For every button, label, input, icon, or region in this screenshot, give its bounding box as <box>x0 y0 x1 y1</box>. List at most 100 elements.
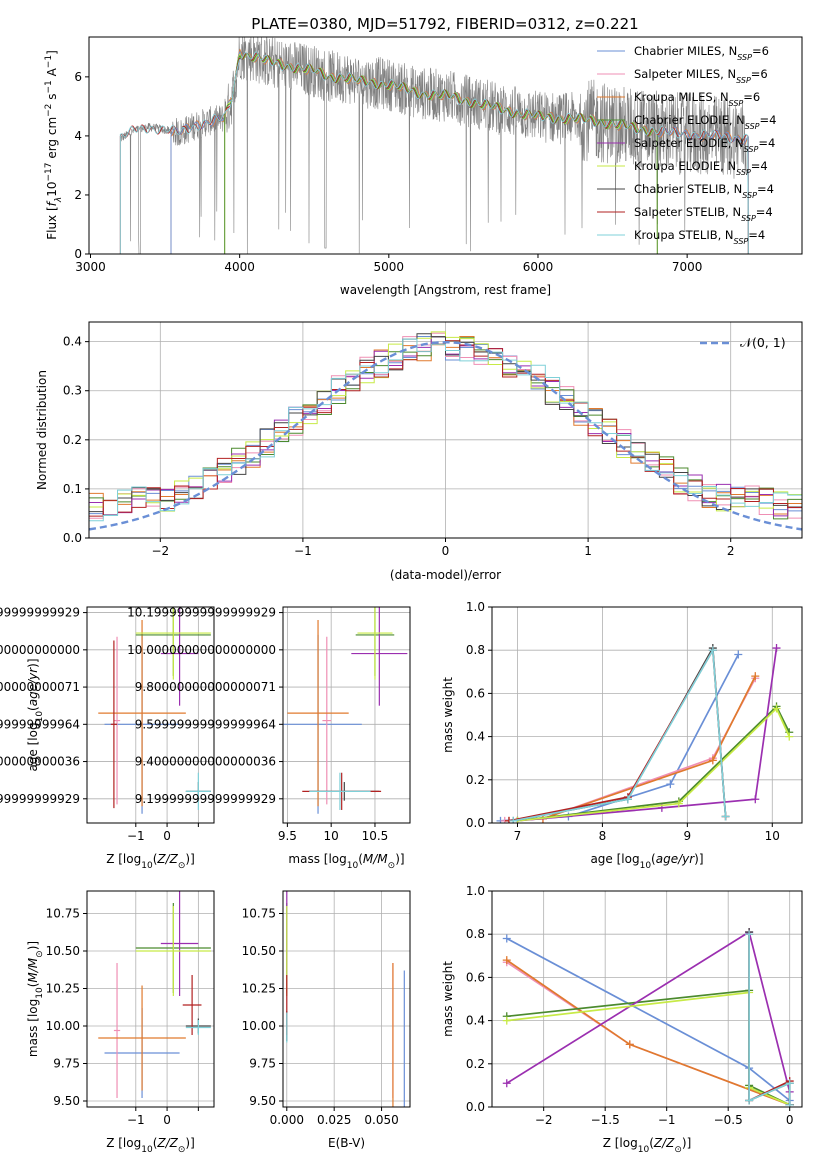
point-marker <box>502 956 511 965</box>
point-marker <box>745 930 754 939</box>
y-tick-label: 1.0 <box>466 600 485 614</box>
axes-spectrum: 3000 4000 5000 6000 7000 0 2 4 6 Flux [fλ10−17 er… <box>44 36 803 297</box>
y-tick-label: 0.0 <box>63 531 82 545</box>
y-tick-label: 0.0 <box>466 1100 485 1114</box>
y-tick-label: 10.00000000000000000 <box>0 643 80 657</box>
weight-series-kroupa_stelib <box>748 934 791 1105</box>
axes-mass_vs_Z: −1 0 9.50 9.75 10.00 10.25 10.50 10.75 mass [log… <box>26 890 215 1155</box>
y-axis-label: mass weight <box>441 961 455 1037</box>
weight-series-salpeter_stelib <box>748 934 791 1105</box>
y-axis-label: mass [log10(M/M⊙)] <box>26 941 45 1057</box>
point-marker <box>625 1040 634 1049</box>
x-tick-label: 0.025 <box>317 1113 351 1127</box>
point-marker <box>772 704 781 713</box>
y-tick-label: 9.50 <box>249 1094 276 1108</box>
y-tick-label: 0.8 <box>466 643 485 657</box>
y-tick-label: 9.59999999999999964 <box>0 717 80 731</box>
axes-weight_vs_Z: −2 −1.5 −1 −0.5 0 0.0 0.2 0.4 0.6 0.8 1.0 mass weig… <box>441 884 803 1155</box>
y-axis-label: age [log10(age/yr)] <box>26 658 45 771</box>
y-tick-label: 10.25 <box>242 982 276 996</box>
legend-label: Kroupa STELIB, NSSP=4 <box>634 228 765 246</box>
point-marker <box>502 934 511 943</box>
x-tick-label: 8 <box>599 829 607 843</box>
figure-title: PLATE=0380, MJD=51792, FIBERID=0312, z=0… <box>251 15 638 33</box>
point-marker <box>751 795 760 804</box>
axes-age_vs_mass: 9.5 10 10.5 9.19999999999999929 9.4000000000… <box>127 606 411 871</box>
x-tick-label: 0 <box>163 829 171 843</box>
x-tick-label: 6000 <box>523 260 554 274</box>
y-tick-label: 6 <box>74 70 82 84</box>
legend-label: Chabrier ELODIE, NSSP=4 <box>634 113 776 131</box>
x-tick-label: 0 <box>163 1113 171 1127</box>
point-marker <box>502 1079 511 1088</box>
x-tick-label: −1 <box>127 829 145 843</box>
y-tick-label: 1.0 <box>466 884 485 898</box>
point-marker <box>734 650 743 659</box>
x-axis-label: mass [log10(M/M⊙)] <box>288 852 404 871</box>
x-tick-label: −1 <box>658 1113 676 1127</box>
model-kroupa-miles <box>170 48 749 254</box>
y-tick-label: 9.80000000000000071 <box>135 680 276 694</box>
x-axis-label: wavelength [Angstrom, rest frame] <box>340 283 551 297</box>
plot-area-age_vs_Z <box>98 607 211 814</box>
x-tick-label: −1.5 <box>591 1113 620 1127</box>
x-tick-label: 10.5 <box>362 829 389 843</box>
y-tick-label: 2 <box>74 188 82 202</box>
axes-frame <box>491 890 803 1108</box>
legend-label: Salpeter MILES, NSSP=6 <box>634 67 768 85</box>
x-axis-label: Z [log10(Z/Z⊙)] <box>603 1136 692 1155</box>
x-tick-label: 2 <box>727 544 735 558</box>
y-tick-label: 4 <box>74 129 82 143</box>
x-tick-label: −1 <box>294 544 312 558</box>
legend-label: Salpeter ELODIE, NSSP=4 <box>634 136 775 154</box>
y-tick-label: 10.00 <box>46 1019 80 1033</box>
axes-frame <box>88 36 803 255</box>
normal-curve <box>89 340 802 531</box>
x-tick-label: −2 <box>151 544 169 558</box>
point-marker <box>751 672 760 681</box>
x-axis-label: E(B-V) <box>328 1136 365 1150</box>
y-tick-label: 9.75 <box>53 1057 80 1071</box>
x-tick-label: 1 <box>584 544 592 558</box>
x-tick-label: 5000 <box>374 260 405 274</box>
y-tick-label: 9.75 <box>249 1057 276 1071</box>
plot-area-weight_vs_age <box>496 644 794 823</box>
y-tick-label: 10.19999999999999929 <box>0 606 80 620</box>
model-chabrier-miles <box>170 50 749 254</box>
y-tick-label: 10.25 <box>46 982 80 996</box>
x-tick-label: 10 <box>765 829 780 843</box>
x-tick-label: −0.5 <box>714 1113 743 1127</box>
weight-series-chabrier_stelib <box>513 645 727 822</box>
point-marker <box>674 799 683 808</box>
y-tick-label: 10.00000000000000000 <box>127 643 276 657</box>
axes-frame <box>282 890 411 1108</box>
point-marker <box>708 646 717 655</box>
y-tick-label: 10.19999999999999929 <box>127 606 276 620</box>
point-marker <box>623 795 632 804</box>
x-tick-label: 10 <box>324 829 339 843</box>
axes-frame <box>86 890 215 1108</box>
plot-area-age_vs_mass <box>283 607 408 814</box>
point-marker <box>502 1016 511 1025</box>
x-tick-label: −1 <box>127 1113 145 1127</box>
point-marker <box>785 732 794 741</box>
point-marker <box>721 812 730 821</box>
x-axis-label: (data-model)/error <box>390 568 501 582</box>
x-tick-label: 3000 <box>75 260 106 274</box>
y-tick-label: 0.4 <box>466 1014 485 1028</box>
point-marker <box>509 816 518 823</box>
weight-series-salpeter_elodie <box>517 647 778 822</box>
point-marker <box>666 780 675 789</box>
y-axis-label: Normed distribution <box>35 370 49 490</box>
x-tick-label: 0.050 <box>364 1113 398 1127</box>
weight-series-kroupa_elodie <box>517 707 791 822</box>
point-marker <box>745 1096 754 1105</box>
y-tick-label: 0.2 <box>63 433 82 447</box>
y-tick-label: 9.59999999999999964 <box>135 717 276 731</box>
y-tick-label: 0.3 <box>63 384 82 398</box>
plot-area-mass_vs_ebv <box>286 891 405 1107</box>
x-tick-label: 0 <box>786 1113 794 1127</box>
x-axis-label: age [log10(age/yr)] <box>590 852 703 871</box>
y-tick-label: 9.40000000000000036 <box>0 755 80 769</box>
